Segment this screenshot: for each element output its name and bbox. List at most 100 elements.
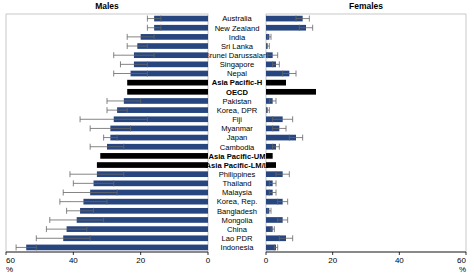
category-label: Indonesia: [221, 243, 255, 252]
error-bar: [273, 144, 280, 150]
axis-label: %: [6, 265, 13, 274]
error-bar: [127, 34, 154, 40]
error-bar: [268, 208, 271, 214]
tick: [466, 252, 467, 255]
error-bar: [36, 235, 90, 241]
bar: [137, 43, 208, 49]
error-bar: [266, 107, 269, 113]
error-bar: [90, 144, 124, 150]
error-bar: [70, 171, 124, 177]
category-label: New Zealand: [215, 24, 260, 33]
chart: AustraliaNew ZealandIndiaSri LankaBrunei…: [0, 0, 474, 275]
error-bar: [271, 226, 274, 232]
bars: [16, 16, 208, 251]
error-bar: [269, 98, 276, 104]
tick: [266, 252, 267, 255]
tick: [208, 252, 209, 255]
tick: [332, 252, 333, 255]
category-label: Asia Pacific-UM: [209, 152, 266, 161]
error-bar: [278, 217, 288, 223]
tick: [399, 252, 400, 255]
plot-frame: [6, 14, 208, 252]
error-bar: [273, 61, 280, 67]
category-label: Bangladesh: [217, 207, 257, 216]
error-bar: [107, 107, 127, 113]
panel-title: Males: [95, 1, 119, 11]
error-bar: [16, 244, 36, 250]
bar: [154, 16, 208, 22]
category-label: Australia: [222, 14, 252, 23]
bar: [127, 80, 208, 86]
error-bar: [67, 208, 94, 214]
error-bar: [274, 244, 277, 250]
panel-title: Females: [349, 1, 383, 11]
category-label: Sri Lanka: [221, 42, 254, 51]
bar: [266, 245, 276, 251]
tick-label: 40: [395, 256, 404, 265]
tick-label: 60: [457, 256, 466, 265]
error-bar: [90, 125, 130, 131]
error-bar: [80, 116, 147, 122]
error-bar: [269, 180, 276, 186]
error-bar: [114, 52, 154, 58]
bar: [26, 245, 208, 251]
category-label: Fiji: [232, 115, 242, 124]
category-label: Philippines: [219, 170, 256, 179]
bar: [266, 153, 273, 159]
bar: [154, 25, 208, 31]
tick: [73, 252, 74, 255]
error-bar: [283, 71, 296, 77]
error-bar: [63, 190, 117, 196]
bar: [67, 226, 208, 232]
error-bar: [73, 180, 113, 186]
error-bar: [269, 190, 276, 196]
error-bar: [289, 135, 302, 141]
x-axis: [266, 252, 466, 253]
bars: [266, 16, 316, 251]
bar: [266, 89, 316, 95]
category-label: Asia Pacific-LM/L: [206, 161, 269, 170]
error-bar: [104, 135, 117, 141]
tick: [140, 252, 141, 255]
category-label: Myanmar: [221, 124, 253, 133]
error-bar: [147, 25, 160, 31]
error-bar: [276, 171, 289, 177]
x-axis: [6, 252, 208, 253]
category-label: Nepal: [227, 69, 247, 78]
bar: [100, 153, 208, 159]
category-label: Brunei Darussalam: [205, 51, 270, 60]
category-label: India: [229, 33, 246, 42]
error-bar: [127, 43, 147, 49]
error-bar: [278, 199, 288, 205]
category-label: Lao PDR: [222, 234, 253, 243]
tick: [6, 252, 7, 255]
axis-label: %: [459, 265, 466, 274]
error-bar: [50, 217, 104, 223]
error-bar: [120, 61, 147, 67]
error-bar: [60, 199, 107, 205]
tick-label: 0: [264, 256, 269, 265]
error-bar: [107, 98, 141, 104]
error-bar: [296, 16, 309, 22]
category-label: Korea, DPR: [217, 106, 258, 115]
category-label: Asia Pacific-H: [212, 78, 263, 87]
error-bar: [279, 235, 292, 241]
bar: [117, 107, 208, 113]
error-bar: [46, 226, 86, 232]
tick-label: 20: [328, 256, 337, 265]
tick-label: 60: [6, 256, 15, 265]
category-label: Pakistan: [222, 97, 251, 106]
tick-label: 40: [69, 256, 78, 265]
bar: [97, 162, 208, 168]
error-bar: [273, 125, 286, 131]
error-bar: [147, 16, 160, 22]
category-label: China: [227, 225, 248, 234]
error-bar: [299, 25, 312, 31]
category-label: Thailand: [222, 179, 251, 188]
tick-label: 0: [206, 256, 211, 265]
category-label: Japan: [227, 133, 248, 142]
bar: [266, 162, 276, 168]
category-label: Mongolia: [222, 216, 254, 225]
error-bar: [273, 116, 293, 122]
tick-label: 20: [136, 256, 145, 265]
